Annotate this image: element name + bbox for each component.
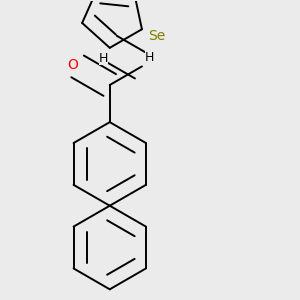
Text: Se: Se <box>148 29 165 43</box>
Text: O: O <box>68 58 78 72</box>
Text: H: H <box>99 52 108 65</box>
Text: H: H <box>145 51 154 64</box>
